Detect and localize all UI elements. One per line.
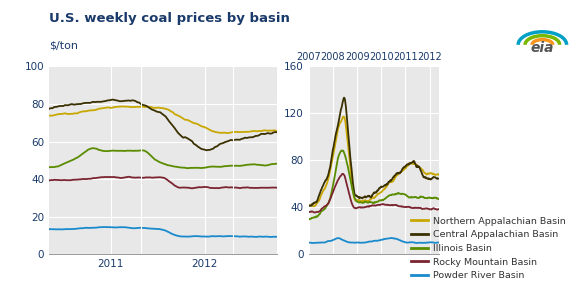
Legend: Northern Appalachian Basin, Central Appalachian Basin, Illinois Basin, Rocky Mou: Northern Appalachian Basin, Central Appa… (407, 213, 569, 284)
Text: eia: eia (531, 41, 554, 55)
Text: U.S. weekly coal prices by basin: U.S. weekly coal prices by basin (49, 12, 290, 25)
Text: $/ton: $/ton (49, 40, 78, 51)
